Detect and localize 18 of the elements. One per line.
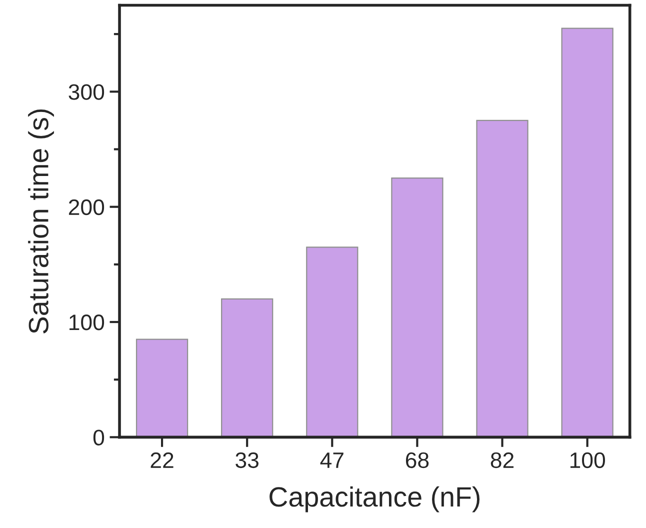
x-tick-label: 82: [490, 452, 514, 468]
x-tick-label: 22: [150, 452, 174, 468]
y-tick-label: 300: [68, 84, 104, 100]
y-tick-label: 100: [70, 314, 104, 330]
y-axis-title: Saturation time (s): [28, 109, 54, 334]
x-axis-title: Capacitance (nF): [270, 486, 480, 512]
y-tick-label: 200: [68, 199, 104, 216]
bar: [561, 28, 614, 438]
bar: [136, 338, 188, 438]
x-tick-label: 47: [320, 452, 344, 468]
x-tick-label: 100: [570, 452, 605, 468]
x-tick-label: 68: [406, 452, 429, 468]
bar: [391, 177, 444, 438]
bar: [221, 298, 274, 438]
bar: [306, 246, 358, 438]
bar: [476, 120, 528, 438]
y-tick-label: 0: [93, 430, 104, 446]
x-tick-label: 33: [236, 452, 258, 468]
